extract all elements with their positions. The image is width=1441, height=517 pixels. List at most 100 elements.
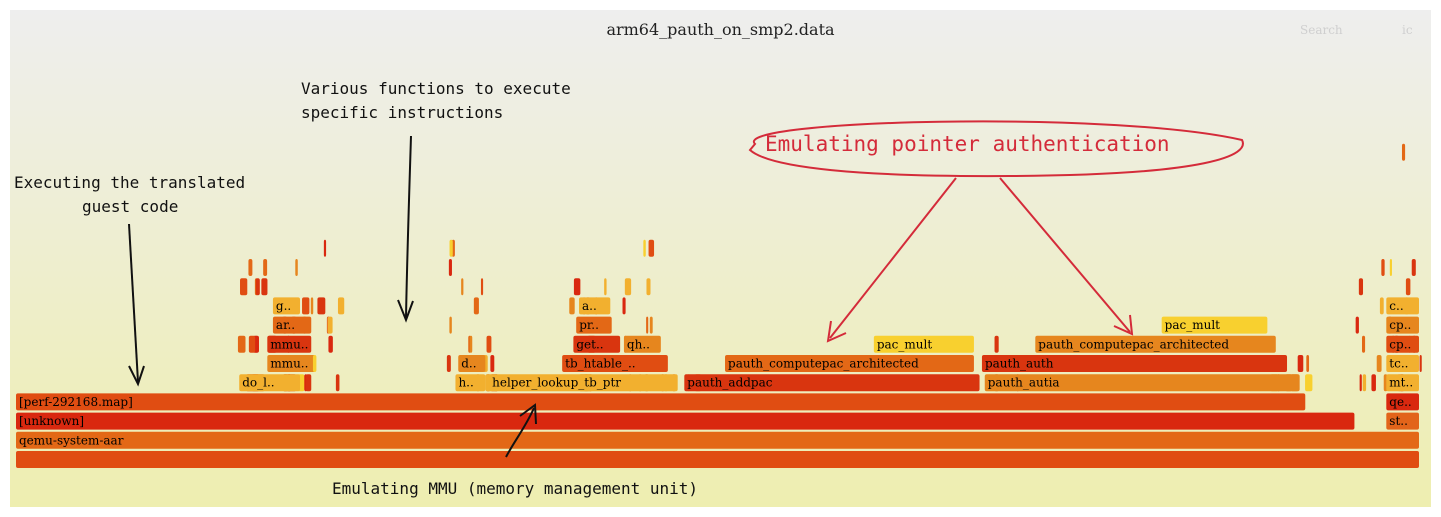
frame[interactable]: pauth_computepac_architected (725, 355, 974, 372)
frame-rect[interactable] (1386, 335, 1419, 353)
frame[interactable]: pac_mult (1161, 316, 1268, 334)
frame-sliver[interactable] (1359, 374, 1362, 392)
frame-rect[interactable] (1386, 355, 1419, 372)
frame-rect[interactable] (272, 297, 301, 315)
frame-sliver[interactable] (994, 335, 999, 353)
frame-rect[interactable] (579, 297, 611, 315)
frame-rect[interactable] (1386, 374, 1419, 392)
frame-rect[interactable] (267, 335, 312, 353)
frame-rect[interactable] (873, 335, 974, 353)
frame[interactable]: [perf-292168.map] (16, 393, 1306, 411)
frame[interactable]: pauth_computepac_architected (1035, 335, 1276, 353)
frame[interactable]: qh.. (623, 335, 661, 353)
frame-rect[interactable] (725, 355, 974, 372)
frame-sliver[interactable] (1355, 316, 1359, 334)
frame-sliver[interactable] (310, 297, 314, 315)
frame-rect[interactable] (16, 393, 1306, 411)
frame-rect[interactable] (1386, 297, 1419, 315)
frame-sliver[interactable] (473, 297, 479, 315)
frame-rect[interactable] (562, 355, 668, 372)
frame[interactable]: a.. (579, 297, 611, 315)
frame[interactable]: tc.. (1386, 355, 1419, 372)
frame[interactable]: get.. (573, 335, 621, 353)
frame-sliver[interactable] (263, 259, 268, 276)
frame-sliver[interactable] (317, 297, 326, 315)
frame-sliver[interactable] (1306, 355, 1310, 372)
frame-sliver[interactable] (1376, 355, 1382, 372)
frame-sliver[interactable] (255, 278, 260, 296)
frame-sliver[interactable] (1361, 335, 1366, 353)
frame[interactable]: qemu-system-aar (16, 431, 1419, 449)
frame-rect[interactable] (458, 355, 486, 372)
frame-sliver[interactable] (449, 239, 453, 257)
frame-sliver[interactable] (622, 297, 626, 315)
frame-sliver[interactable] (490, 355, 495, 372)
frame-sliver[interactable] (337, 297, 345, 315)
frame-sliver[interactable] (446, 355, 451, 372)
frame[interactable]: mt.. (1386, 374, 1419, 392)
frame-sliver[interactable] (643, 239, 646, 257)
frame[interactable]: qe.. (1386, 393, 1419, 411)
frame[interactable]: h.. (455, 374, 486, 392)
frame-rect[interactable] (272, 316, 312, 334)
frame-sliver[interactable] (1305, 374, 1313, 392)
frame-rect[interactable] (16, 451, 1419, 468)
frame-sliver[interactable] (646, 278, 651, 296)
frame-sliver[interactable] (1297, 355, 1304, 372)
frame-sliver[interactable] (305, 374, 312, 392)
frame-sliver[interactable] (1401, 143, 1406, 161)
frame-sliver[interactable] (486, 335, 492, 353)
frame-sliver[interactable] (1379, 297, 1384, 315)
frame-sliver[interactable] (1362, 374, 1367, 392)
frame[interactable]: d.. (458, 355, 486, 372)
frame-rect[interactable] (573, 335, 621, 353)
frame-sliver[interactable] (1358, 278, 1364, 296)
frame[interactable]: cp.. (1386, 316, 1419, 334)
frame[interactable]: pr.. (576, 316, 612, 334)
frame-sliver[interactable] (302, 297, 310, 315)
frame-rect[interactable] (1386, 393, 1419, 411)
frame-rect[interactable] (684, 374, 980, 392)
frame-rect[interactable] (1035, 335, 1276, 353)
frame[interactable]: pac_mult (873, 335, 974, 353)
frame-sliver[interactable] (248, 335, 256, 353)
frame-rect[interactable] (489, 374, 678, 392)
frame-sliver[interactable] (649, 316, 653, 334)
frame[interactable]: tb_htable_.. (562, 355, 668, 372)
frame[interactable]: mmu.. (267, 355, 312, 372)
frame-rect[interactable] (239, 374, 301, 392)
frame-sliver[interactable] (295, 259, 298, 276)
frame-sliver[interactable] (461, 278, 464, 296)
frame-sliver[interactable] (312, 355, 317, 372)
frame-rect[interactable] (984, 374, 1300, 392)
frame[interactable]: [unknown] (16, 412, 1355, 430)
frame-sliver[interactable] (480, 278, 484, 296)
frame-rect[interactable] (981, 355, 1288, 372)
frame-sliver[interactable] (648, 239, 655, 257)
frame-rect[interactable] (16, 431, 1419, 449)
frame-sliver[interactable] (573, 278, 581, 296)
frame-rect[interactable] (1386, 412, 1419, 430)
frame-sliver[interactable] (327, 316, 333, 334)
frame-sliver[interactable] (604, 278, 607, 296)
frame[interactable]: pauth_auth (981, 355, 1288, 372)
frame-sliver[interactable] (1389, 259, 1392, 276)
frame-rect[interactable] (623, 335, 661, 353)
frame[interactable] (16, 451, 1419, 468)
frame[interactable]: g.. (272, 297, 301, 315)
frame-sliver[interactable] (328, 335, 333, 353)
frame-sliver[interactable] (1405, 278, 1411, 296)
frame[interactable]: mmu.. (267, 335, 312, 353)
frame-sliver[interactable] (1419, 355, 1422, 372)
frame-rect[interactable] (576, 316, 612, 334)
frame[interactable]: pauth_autia (984, 374, 1300, 392)
frame-sliver[interactable] (261, 278, 268, 296)
frame-sliver[interactable] (448, 259, 452, 276)
frame-rect[interactable] (1161, 316, 1268, 334)
frame[interactable]: helper_lookup_tb_ptr (489, 374, 678, 392)
frame[interactable]: pauth_addpac (684, 374, 980, 392)
frame-sliver[interactable] (240, 278, 248, 296)
frame[interactable]: st.. (1386, 412, 1419, 430)
frame-sliver[interactable] (1371, 374, 1376, 392)
frame-rect[interactable] (16, 412, 1355, 430)
